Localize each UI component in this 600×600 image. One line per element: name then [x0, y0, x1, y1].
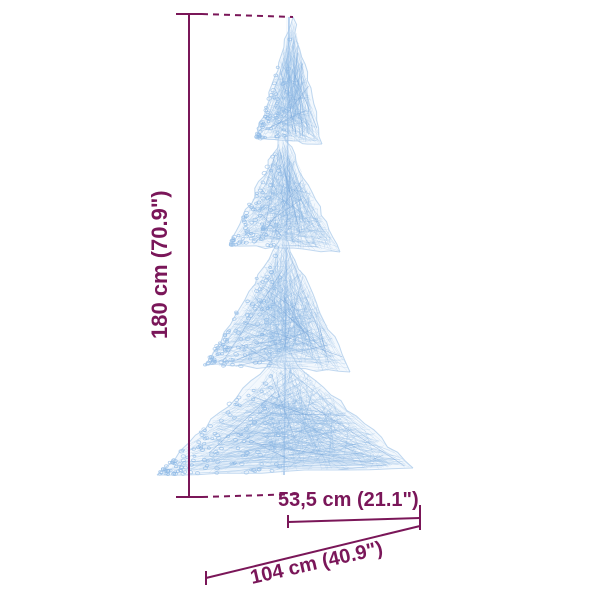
svg-text:104 cm (40.9"): 104 cm (40.9"): [248, 537, 385, 588]
svg-text:180 cm (70.9"): 180 cm (70.9"): [147, 190, 172, 339]
svg-text:53,5 cm (21.1"): 53,5 cm (21.1"): [278, 489, 419, 511]
